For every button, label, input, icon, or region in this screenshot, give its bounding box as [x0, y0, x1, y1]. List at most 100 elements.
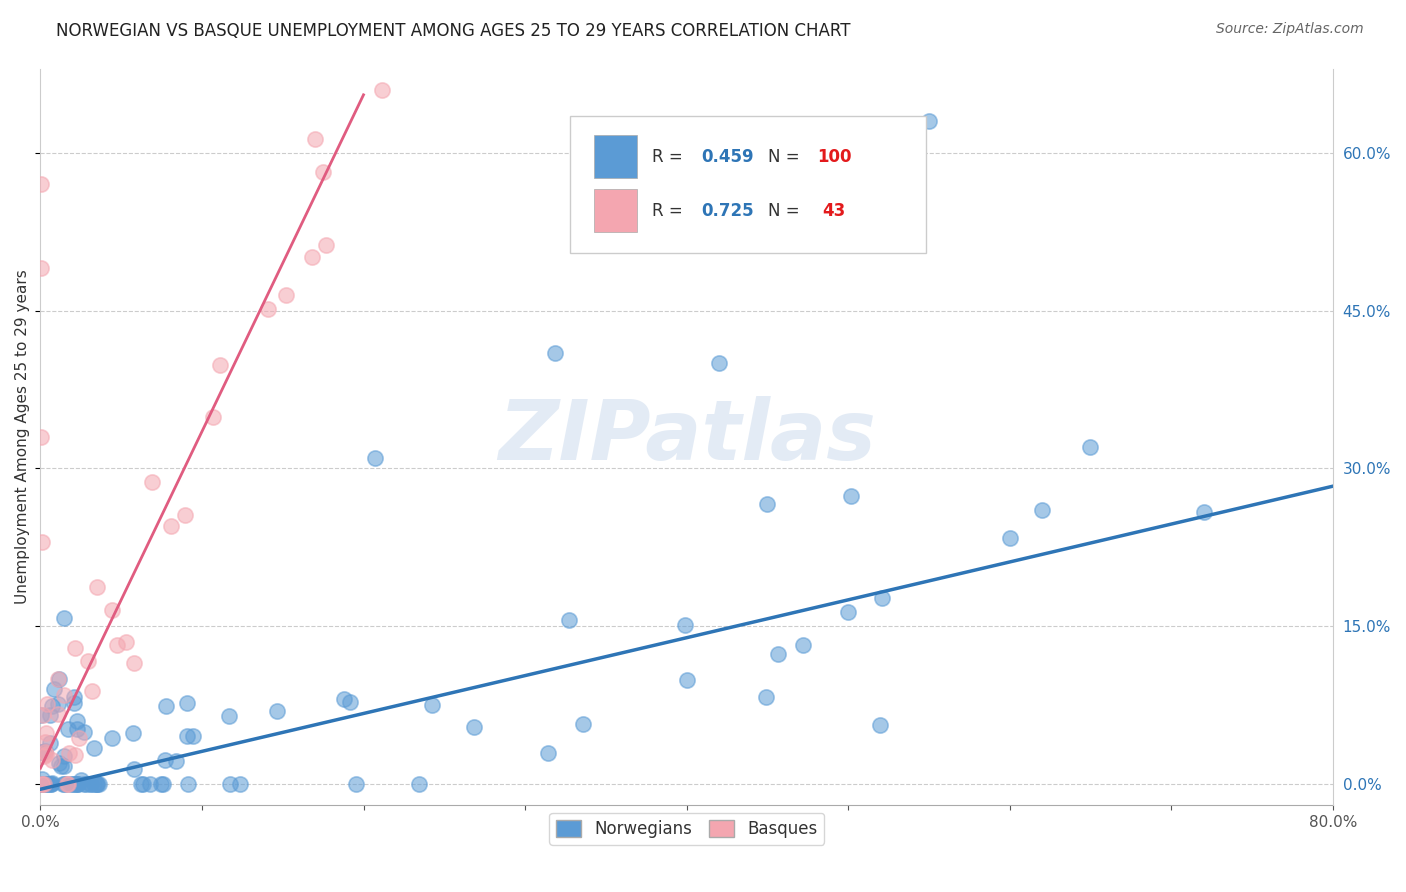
- Text: N =: N =: [768, 202, 804, 219]
- Point: [796, 198, 818, 212]
- Point: [34, 777, 56, 791]
- Point: [707, 356, 730, 370]
- Point: [30, 178, 52, 192]
- Point: [149, 777, 172, 791]
- Point: [1031, 502, 1053, 516]
- Point: [63, 747, 86, 762]
- Text: 100: 100: [817, 148, 852, 166]
- Point: [132, 777, 155, 791]
- Point: [129, 777, 152, 791]
- Point: [101, 603, 124, 617]
- Point: [870, 591, 893, 605]
- Point: [63, 777, 86, 791]
- Text: R =: R =: [652, 202, 688, 219]
- Point: [122, 762, 145, 776]
- Point: [32, 707, 55, 722]
- Point: [174, 508, 197, 522]
- Point: [42, 681, 65, 696]
- Point: [87, 777, 110, 791]
- Point: [83, 777, 105, 791]
- Point: [229, 777, 252, 791]
- Point: [53, 759, 76, 773]
- Point: [122, 725, 145, 739]
- Point: [138, 777, 160, 791]
- Point: [35, 725, 58, 739]
- Point: [176, 696, 198, 710]
- Point: [66, 714, 89, 729]
- Point: [918, 114, 941, 128]
- Point: [67, 731, 90, 746]
- Point: [48, 672, 70, 686]
- Point: [41, 776, 63, 790]
- Point: [60, 777, 83, 791]
- Text: 0.725: 0.725: [700, 202, 754, 219]
- Point: [30, 430, 52, 444]
- Point: [83, 741, 105, 756]
- Point: [66, 777, 89, 791]
- Point: [31, 745, 53, 759]
- Point: [53, 611, 76, 625]
- Point: [998, 531, 1021, 545]
- Point: [52, 777, 75, 791]
- Point: [56, 722, 79, 736]
- FancyBboxPatch shape: [593, 188, 637, 232]
- Point: [34, 777, 56, 791]
- Text: ZIPatlas: ZIPatlas: [498, 396, 876, 477]
- Point: [77, 654, 100, 668]
- Point: [202, 409, 225, 424]
- Point: [869, 718, 891, 732]
- Point: [315, 238, 337, 252]
- Point: [53, 749, 76, 764]
- Point: [86, 580, 108, 594]
- Point: [41, 753, 63, 767]
- Point: [48, 756, 70, 770]
- Point: [266, 704, 288, 718]
- Point: [35, 697, 58, 711]
- Point: [304, 132, 326, 146]
- Point: [41, 777, 63, 791]
- Point: [31, 772, 53, 786]
- Point: [30, 777, 52, 791]
- Point: [51, 759, 73, 773]
- Point: [364, 450, 387, 465]
- Point: [165, 754, 187, 768]
- Point: [58, 747, 80, 761]
- Point: [31, 777, 53, 791]
- Point: [46, 706, 69, 721]
- Point: [66, 777, 89, 791]
- Point: [32, 748, 55, 763]
- Point: [39, 707, 62, 722]
- Point: [63, 690, 86, 704]
- Y-axis label: Unemployment Among Ages 25 to 29 years: Unemployment Among Ages 25 to 29 years: [15, 269, 30, 604]
- Point: [141, 475, 163, 490]
- Point: [537, 747, 560, 761]
- Point: [31, 777, 53, 791]
- Point: [768, 647, 790, 661]
- Point: [53, 688, 76, 702]
- Point: [177, 777, 200, 791]
- Point: [756, 497, 779, 511]
- Point: [41, 698, 63, 713]
- Point: [122, 656, 145, 670]
- Point: [32, 777, 55, 791]
- Point: [30, 261, 52, 276]
- Point: [63, 640, 86, 655]
- Text: N =: N =: [768, 148, 804, 166]
- Point: [70, 773, 93, 788]
- Point: [34, 745, 56, 759]
- Point: [558, 614, 581, 628]
- Point: [370, 82, 392, 96]
- Point: [46, 698, 69, 712]
- Point: [755, 690, 778, 705]
- Point: [101, 731, 124, 745]
- Point: [86, 777, 108, 791]
- Point: [73, 724, 96, 739]
- Point: [160, 519, 183, 533]
- Point: [839, 489, 862, 503]
- Point: [56, 777, 79, 791]
- Point: [84, 777, 107, 791]
- Point: [63, 697, 86, 711]
- Legend: Norwegians, Basques: Norwegians, Basques: [550, 813, 824, 845]
- Point: [30, 707, 52, 722]
- Point: [218, 709, 240, 723]
